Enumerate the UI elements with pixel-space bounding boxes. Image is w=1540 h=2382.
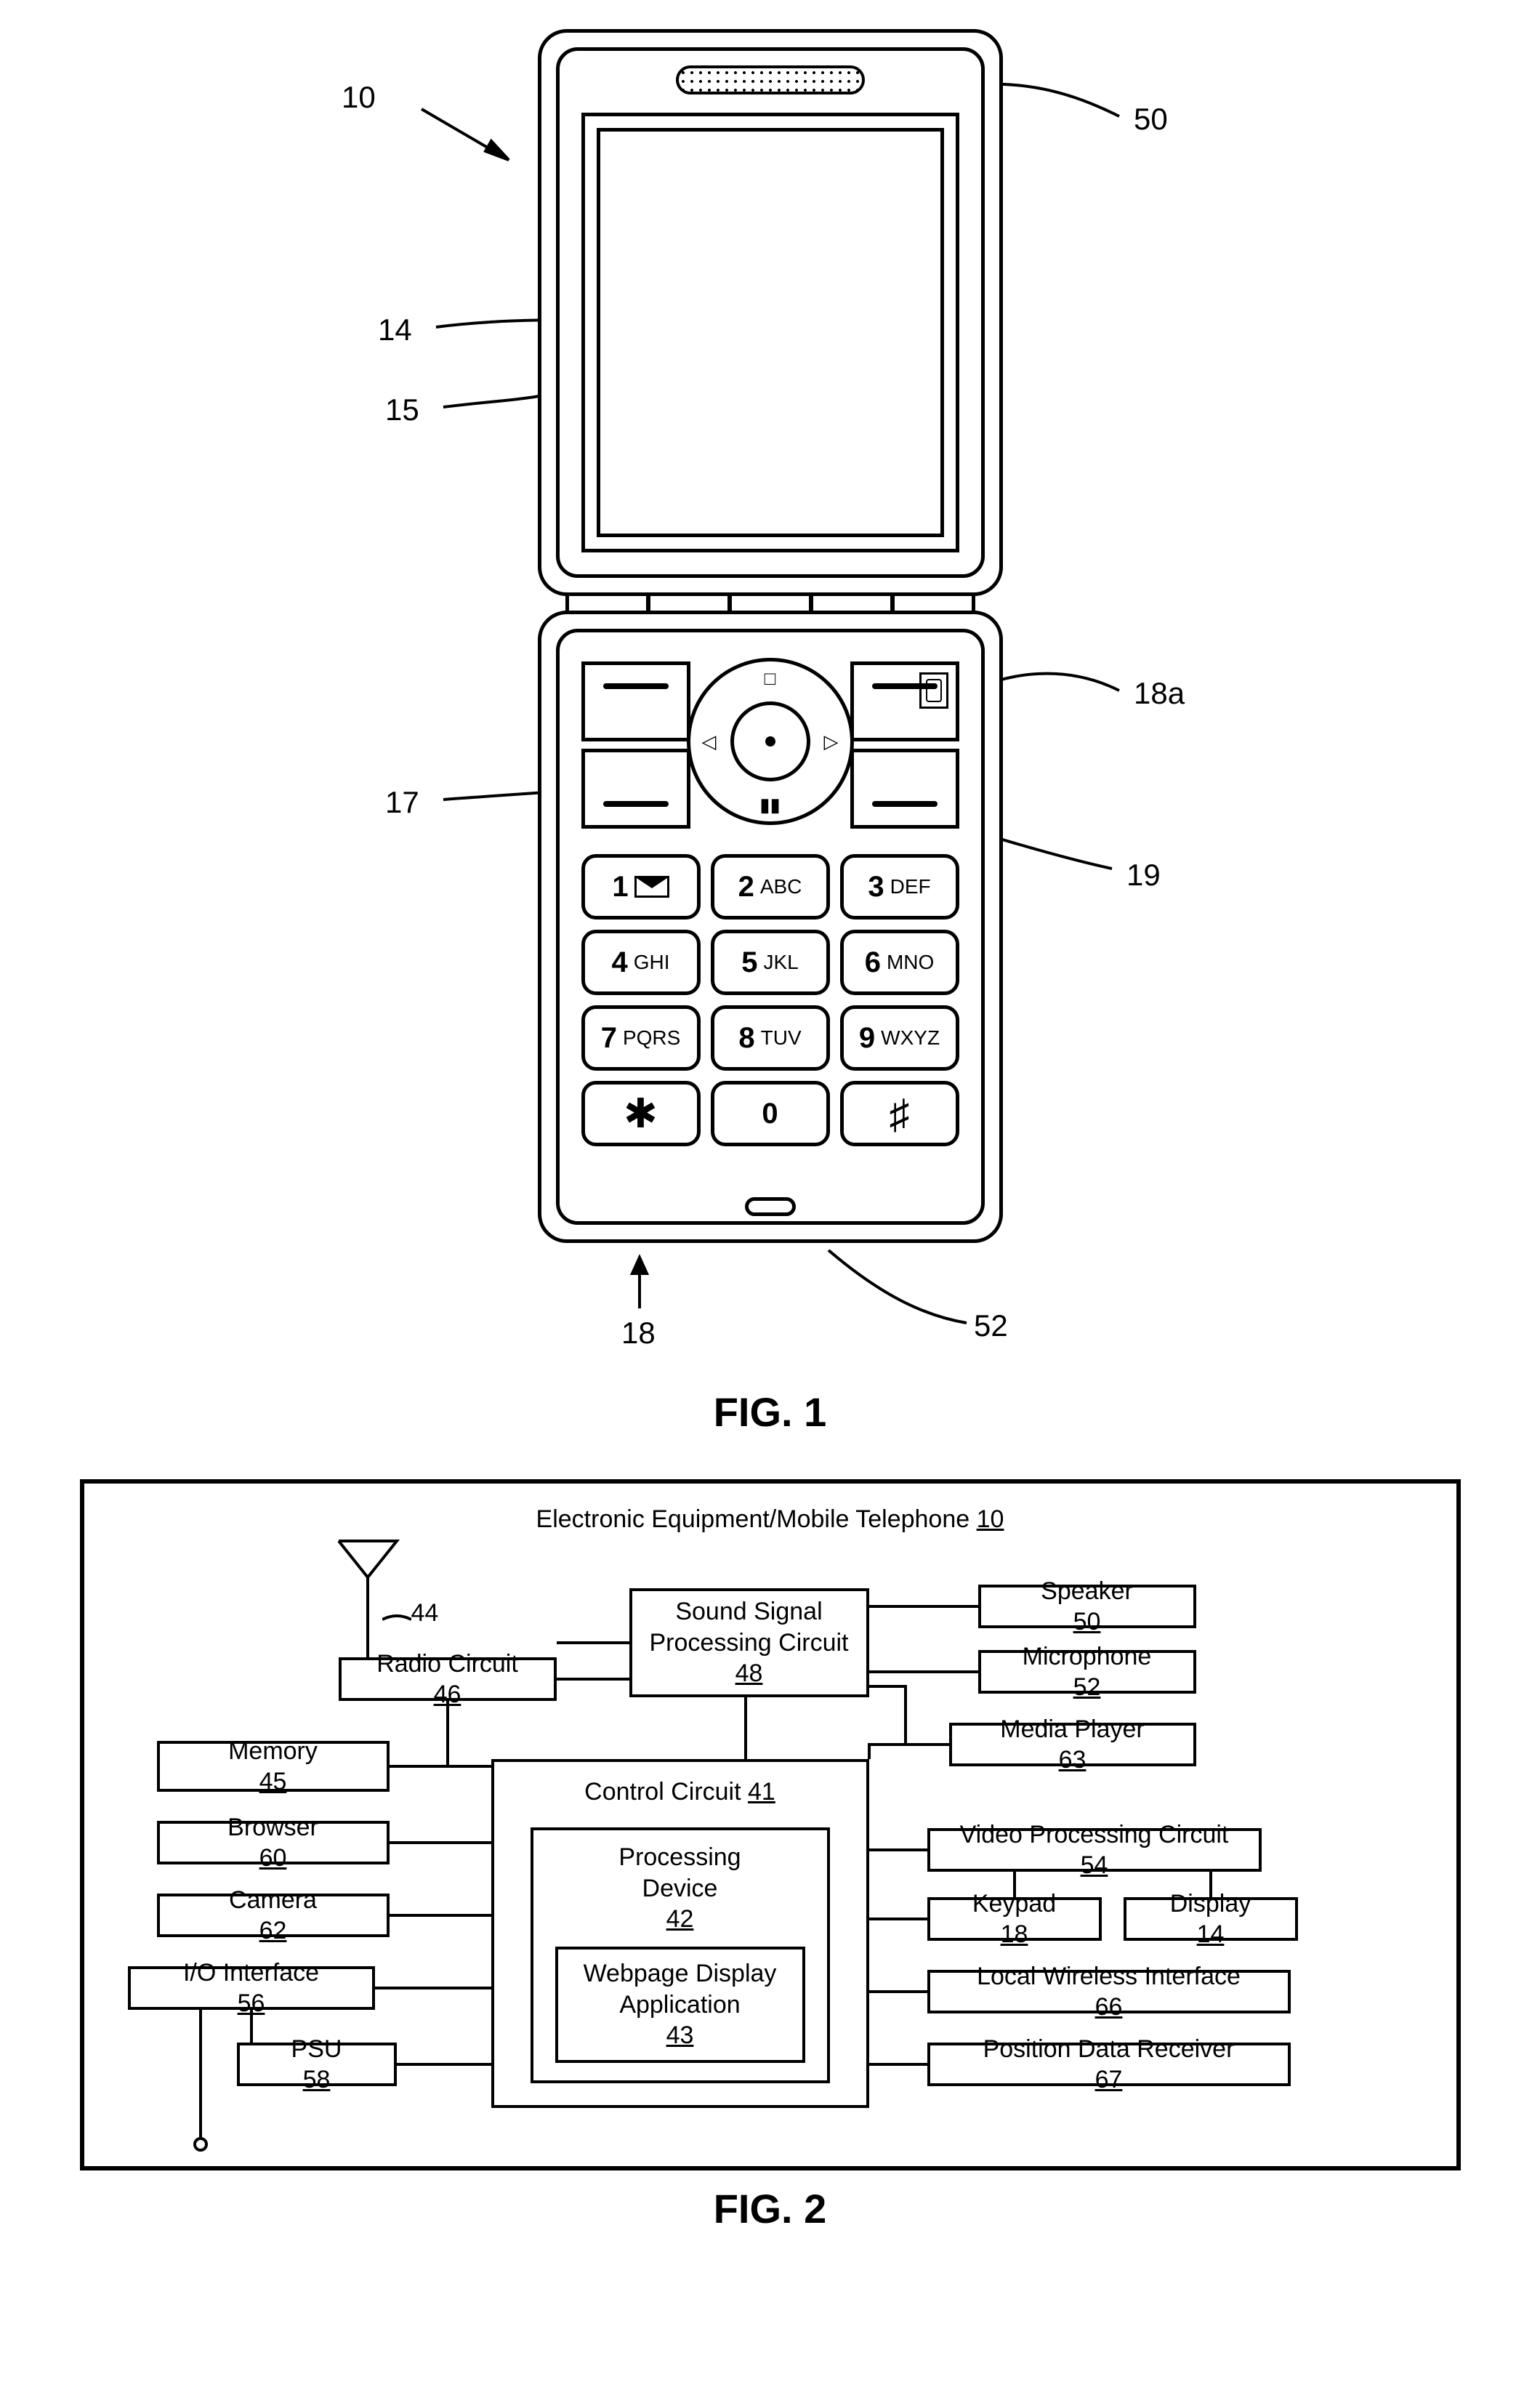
callout-18a: 18a (1134, 676, 1185, 711)
callout-52: 52 (974, 1308, 1008, 1343)
block-webpage-app: Webpage Display Application 43 (555, 1947, 805, 2063)
softkey-bottom-right (850, 749, 959, 829)
phone-screen (581, 113, 959, 552)
block-speaker: Speaker 50 (978, 1585, 1196, 1628)
block-camera: Camera 62 (157, 1894, 390, 1937)
key-0: 0 (711, 1081, 830, 1146)
block-display: Display 14 (1124, 1897, 1298, 1941)
figure-1-caption: FIG. 1 (29, 1388, 1511, 1436)
envelope-icon (634, 876, 669, 898)
block-media: Media Player 63 (949, 1723, 1196, 1766)
key-7: 7PQRS (581, 1005, 701, 1071)
callout-10: 10 (342, 80, 376, 115)
key-9: 9WXYZ (840, 1005, 959, 1071)
block-browser: Browser 60 (157, 1821, 390, 1864)
microphone-icon (745, 1197, 796, 1216)
nav-cluster: □ ▮▮ ◁ ▷ (581, 658, 959, 832)
figure-2-caption: FIG. 2 (29, 2185, 1511, 2232)
block-pdr: Position Data Receiver 67 (927, 2043, 1291, 2086)
key-6: 6MNO (840, 930, 959, 995)
figure-2-title: Electronic Equipment/Mobile Telephone 10 (106, 1505, 1435, 1534)
speaker-icon (676, 65, 865, 94)
key-3: 3DEF (840, 854, 959, 920)
callout-50: 50 (1134, 102, 1168, 137)
dpad-left-icon: ◁ (702, 732, 717, 751)
figure-1: 10 50 14 15 18a 17 19 18 52 (29, 29, 1511, 1374)
phone-flip-bottom: □ ▮▮ ◁ ▷ 1 2ABC 3DEF 4GHI 5JKL 6M (538, 611, 1003, 1243)
phone-flip-top (538, 29, 1003, 596)
block-keypad: Keypad 18 (927, 1897, 1102, 1941)
callout-18: 18 (621, 1316, 656, 1351)
phone-figure: □ ▮▮ ◁ ▷ 1 2ABC 3DEF 4GHI 5JKL 6M (538, 29, 1003, 1243)
key-8: 8TUV (711, 1005, 830, 1071)
callout-19: 19 (1126, 858, 1161, 893)
block-ssp: Sound Signal Processing Circuit48 (629, 1588, 869, 1697)
callout-15: 15 (385, 393, 419, 427)
dpad-down-icon: ▮▮ (759, 795, 781, 814)
block-memory: Memory 45 (157, 1741, 390, 1792)
callout-17: 17 (385, 785, 419, 820)
key-1: 1 (581, 854, 701, 920)
block-processing-device: Processing Device 42 Webpage Display App… (531, 1827, 830, 2083)
key-star: ✱ (581, 1081, 701, 1146)
dpad-right-icon: ▷ (824, 732, 839, 751)
block-lwi: Local Wireless Interface 66 (927, 1970, 1291, 2013)
block-radio: Radio Circuit 46 (339, 1657, 557, 1701)
keypad: 1 2ABC 3DEF 4GHI 5JKL 6MNO 7PQRS 8TUV 9W… (581, 854, 959, 1146)
key-2: 2ABC (711, 854, 830, 920)
block-control-circuit: Control Circuit 41 Processing Device 42 … (491, 1759, 869, 2108)
key-hash: ♯ (840, 1081, 959, 1146)
dpad: □ ▮▮ ◁ ▷ (687, 658, 854, 825)
callout-14: 14 (378, 313, 412, 347)
figure-2: Electronic Equipment/Mobile Telephone 10… (80, 1479, 1461, 2170)
side-icon (919, 672, 948, 709)
block-mic: Microphone 52 (978, 1650, 1196, 1694)
softkey-top-left (581, 661, 690, 741)
softkey-bottom-left (581, 749, 690, 829)
softkey-top-right (850, 661, 959, 741)
block-diagram: 44 (106, 1541, 1435, 2137)
block-io: I/O Interface 56 (128, 1966, 375, 2010)
dpad-up-icon: □ (765, 669, 776, 688)
block-psu: PSU 58 (237, 2043, 397, 2086)
key-4: 4GHI (581, 930, 701, 995)
key-5: 5JKL (711, 930, 830, 995)
block-vpc: Video Processing Circuit 54 (927, 1828, 1262, 1872)
